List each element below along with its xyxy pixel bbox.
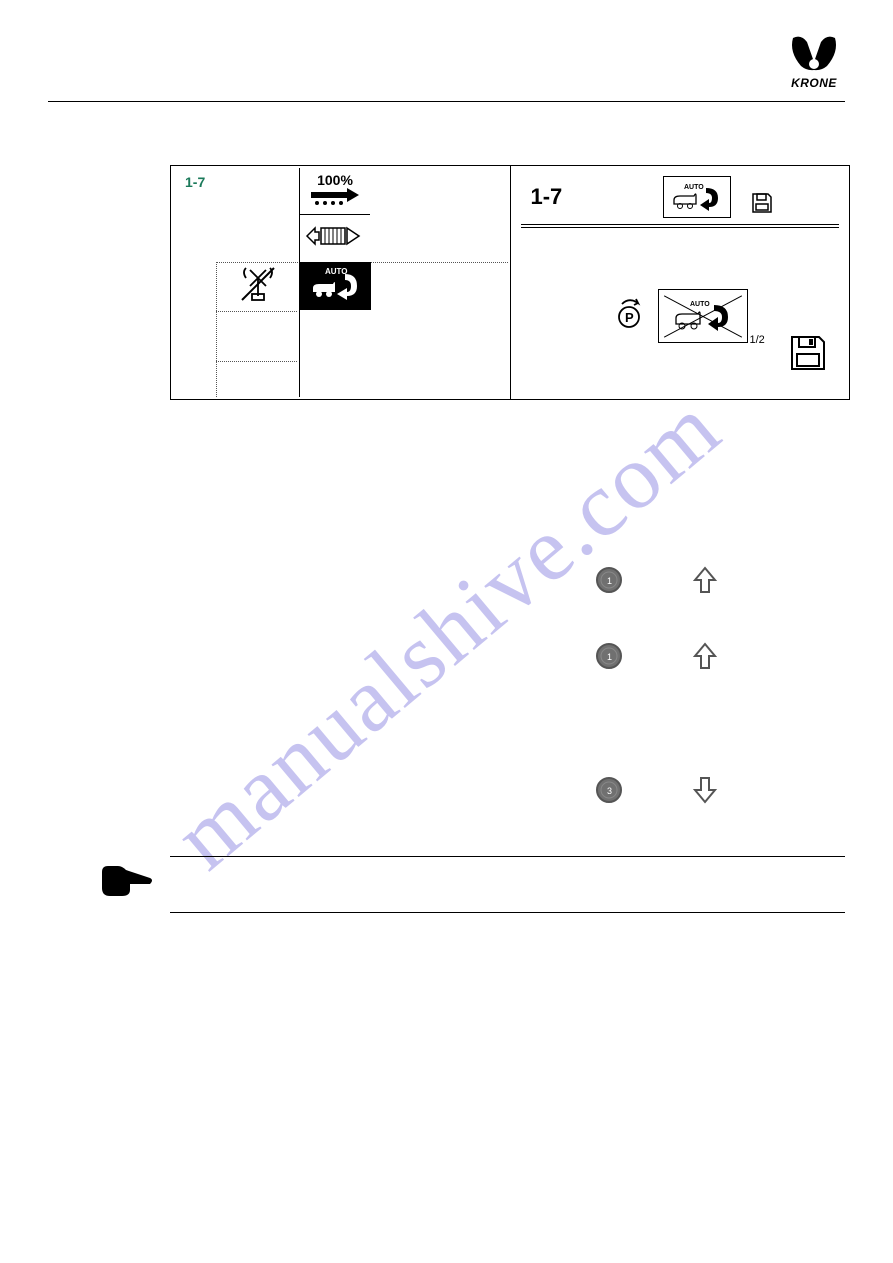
dosing-roller-arrow-icon <box>305 220 365 257</box>
antenna-crossed-icon <box>236 264 280 309</box>
dosing-cell <box>299 214 371 262</box>
figure-panels: 1-7 100% <box>170 165 850 400</box>
panel-right-label: 1-7 <box>531 184 563 210</box>
header-rule <box>48 101 845 102</box>
note-top-rule <box>170 856 845 857</box>
panel-right-rule <box>521 224 840 228</box>
panel-left: 1-7 100% <box>170 165 511 400</box>
divider-dotted <box>216 361 297 362</box>
arrow-down-icon <box>693 776 717 809</box>
conveyor-arrow-icon <box>307 188 363 211</box>
watermark-text: manualshive.com <box>153 374 739 890</box>
crossed-subscript: 1/2 <box>749 334 764 346</box>
auto-return-cell: AUTO <box>299 262 371 310</box>
inline-icon-row: 1 <box>595 566 717 599</box>
svg-text:3: 3 <box>607 786 612 796</box>
inline-icon-row: 1 <box>595 642 717 675</box>
brand-name: KRONE <box>783 76 845 90</box>
svg-text:1: 1 <box>607 652 612 662</box>
panel-right-header-auto-icon: AUTO <box>663 176 731 218</box>
inline-icon-row: 3 <box>595 776 717 809</box>
svg-text:P: P <box>625 310 634 325</box>
antenna-crossed-cell <box>216 262 299 311</box>
svg-text:1: 1 <box>607 576 612 586</box>
crown-icon <box>783 34 845 74</box>
svg-text:AUTO: AUTO <box>325 267 348 276</box>
circled-p-arrow-icon: P <box>612 297 646 336</box>
floppy-small-icon <box>751 192 773 219</box>
divider-dotted <box>216 311 297 312</box>
panel-left-label: 1-7 <box>185 174 205 190</box>
speed-value: 100% <box>317 172 353 188</box>
auto-return-icon: AUTO <box>305 264 365 309</box>
svg-text:AUTO: AUTO <box>684 184 704 191</box>
floppy-large-icon <box>789 334 827 377</box>
circle-number-icon: 1 <box>595 642 623 675</box>
panel-right: 1-7 AUTO <box>511 165 851 400</box>
hand-point-right-icon <box>100 862 154 905</box>
arrow-up-icon <box>693 642 717 675</box>
speed-cell: 100% <box>299 168 371 214</box>
svg-text:AUTO: AUTO <box>690 301 710 308</box>
brand-logo: KRONE <box>783 34 845 90</box>
note-bottom-rule <box>170 912 845 913</box>
circle-number-icon: 3 <box>595 776 623 809</box>
circle-number-icon: 1 <box>595 566 623 599</box>
auto-return-crossed-icon: AUTO 1/2 <box>658 289 748 343</box>
arrow-up-icon <box>693 566 717 599</box>
